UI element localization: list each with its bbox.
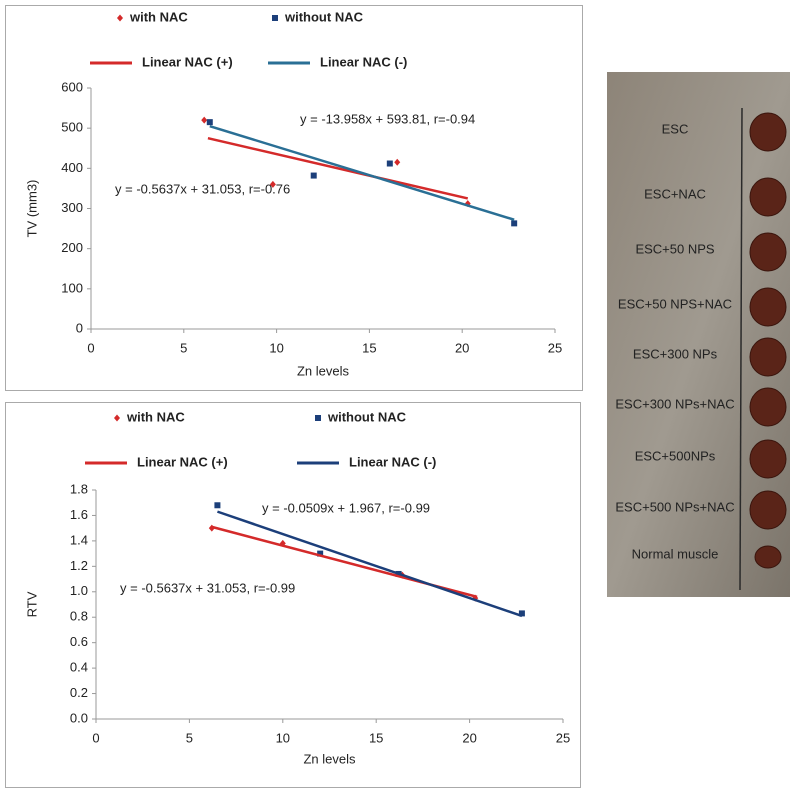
legend-label: Linear NAC (-) [320, 54, 407, 69]
legend-label: Linear NAC (+) [142, 54, 233, 69]
y-axis-label: RTV [24, 591, 39, 617]
point [214, 502, 221, 509]
y-tick-label: 0.2 [70, 685, 88, 700]
point [317, 550, 324, 557]
y-tick-label: 300 [61, 200, 83, 215]
y-tick-label: 0 [76, 320, 83, 335]
photo-label: Normal muscle [632, 546, 719, 561]
x-tick-label: 5 [186, 730, 193, 745]
legend-label: without NAC [284, 9, 364, 24]
point [206, 119, 213, 126]
x-tick-label: 10 [269, 340, 283, 355]
photo-divider [739, 107, 743, 591]
trend-line [207, 136, 469, 200]
legend-label: with NAC [126, 409, 185, 424]
y-tick-label: 1.6 [70, 507, 88, 522]
chart-frame [5, 402, 581, 788]
photo-label: ESC [662, 121, 689, 136]
y-axis-label: TV (mm3) [24, 180, 39, 238]
x-tick-label: 15 [362, 340, 376, 355]
x-tick-label: 20 [455, 340, 469, 355]
x-tick-label: 25 [556, 730, 570, 745]
photo-label: ESC+300 NPs [633, 346, 718, 361]
x-tick-label: 10 [276, 730, 290, 745]
y-tick-label: 500 [61, 120, 83, 135]
point [511, 220, 518, 227]
point [386, 160, 393, 167]
y-tick-label: 1.4 [70, 532, 88, 547]
y-tick-label: 0.6 [70, 634, 88, 649]
x-tick-label: 5 [180, 340, 187, 355]
y-tick-label: 400 [61, 160, 83, 175]
tumor [749, 337, 787, 377]
legend-label: Linear NAC (-) [349, 454, 436, 469]
photo-label: ESC+300 NPs+NAC [615, 396, 734, 411]
tumor [749, 287, 787, 327]
point [310, 172, 317, 179]
tumor [749, 232, 787, 272]
y-tick-label: 1.8 [70, 481, 88, 496]
equation: y = -13.958x + 593.81, r=-0.94 [300, 111, 475, 126]
x-tick-label: 0 [92, 730, 99, 745]
legend-marker [114, 414, 120, 422]
legend-label: with NAC [129, 9, 188, 24]
y-tick-label: 200 [61, 240, 83, 255]
legend-label: without NAC [327, 409, 407, 424]
y-tick-label: 0.0 [70, 710, 88, 725]
point [201, 116, 208, 124]
photo-label: ESC+NAC [644, 186, 706, 201]
point [518, 610, 525, 617]
chart-frame [5, 5, 583, 391]
y-tick-label: 100 [61, 280, 83, 295]
tumor [754, 545, 782, 569]
tumor [749, 439, 787, 479]
point [394, 158, 401, 166]
legend-label: Linear NAC (+) [137, 454, 228, 469]
y-tick-label: 1.2 [70, 558, 88, 573]
trend-line [217, 510, 523, 618]
legend-marker [272, 15, 278, 21]
y-tick-label: 600 [61, 79, 83, 94]
trend-line [209, 124, 515, 221]
x-axis-label: Zn levels [297, 363, 350, 378]
equation: y = -0.5637x + 31.053, r=-0.99 [120, 580, 295, 595]
y-tick-label: 1.0 [70, 583, 88, 598]
x-tick-label: 0 [87, 340, 94, 355]
y-tick-label: 0.8 [70, 609, 88, 624]
equation: y = -0.0509x + 1.967, r=-0.99 [262, 500, 430, 515]
tumor [749, 112, 787, 152]
tumor [749, 177, 787, 217]
tumor [749, 490, 787, 530]
tumor [749, 387, 787, 427]
legend-marker [315, 415, 321, 421]
x-tick-label: 20 [462, 730, 476, 745]
photo-label: ESC+50 NPS [635, 241, 714, 256]
equation: y = -0.5637x + 31.053, r=-0.76 [115, 181, 290, 196]
point [269, 180, 276, 188]
photo-label: ESC+50 NPS+NAC [618, 296, 732, 311]
x-axis-label: Zn levels [303, 751, 356, 766]
photo-label: ESC+500 NPs+NAC [615, 499, 734, 514]
y-tick-label: 0.4 [70, 660, 88, 675]
x-tick-label: 15 [369, 730, 383, 745]
photo-label: ESC+500NPs [635, 448, 716, 463]
x-tick-label: 25 [548, 340, 562, 355]
legend-marker [117, 14, 123, 22]
